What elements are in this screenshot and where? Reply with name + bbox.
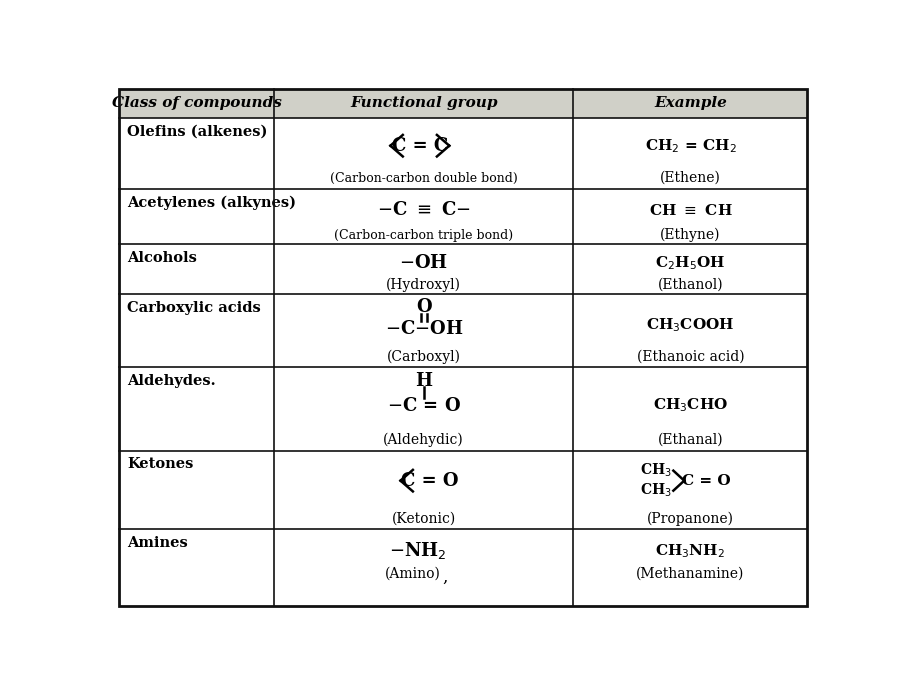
Text: C = O: C = O [681, 473, 730, 488]
Text: $-$NH$_2$: $-$NH$_2$ [388, 540, 446, 561]
Text: CH$_3$: CH$_3$ [639, 462, 671, 480]
Text: $-$C = O: $-$C = O [386, 397, 461, 415]
Text: H: H [414, 372, 432, 390]
Text: Carboxylic acids: Carboxylic acids [126, 301, 260, 315]
Text: CH$_3$NH$_2$: CH$_3$NH$_2$ [655, 542, 725, 559]
Text: C = C: C = C [391, 137, 448, 155]
Text: Class of compounds: Class of compounds [112, 96, 281, 110]
Text: $-$C $\equiv$ C$-$: $-$C $\equiv$ C$-$ [377, 202, 470, 219]
Text: C = O: C = O [401, 472, 458, 490]
Text: CH$_3$COOH: CH$_3$COOH [646, 316, 734, 334]
Text: CH$_3$CHO: CH$_3$CHO [652, 396, 727, 414]
Text: (Propanone): (Propanone) [647, 511, 733, 526]
Text: Aldehydes.: Aldehydes. [126, 374, 215, 388]
Text: $-$OH: $-$OH [399, 254, 448, 272]
Text: Ketones: Ketones [126, 458, 193, 471]
Text: Alcohols: Alcohols [126, 251, 197, 265]
Text: C$_2$H$_5$OH: C$_2$H$_5$OH [655, 255, 725, 272]
Text: CH$_3$: CH$_3$ [639, 482, 671, 499]
Text: Example: Example [653, 96, 726, 110]
Text: Functional group: Functional group [349, 96, 497, 110]
Text: (Ethanoic acid): (Ethanoic acid) [636, 350, 743, 364]
Text: (Carboxyl): (Carboxyl) [386, 350, 461, 364]
Text: (Ketonic): (Ketonic) [391, 511, 455, 526]
Text: CH $\equiv$ CH: CH $\equiv$ CH [647, 203, 731, 218]
Text: O: O [415, 298, 431, 316]
Text: (Ethene): (Ethene) [659, 171, 720, 185]
Text: (Carbon-carbon triple bond): (Carbon-carbon triple bond) [334, 228, 513, 241]
Text: (Methanamine): (Methanamine) [636, 567, 744, 581]
Text: (Ethyne): (Ethyne) [659, 228, 720, 242]
Text: (Ethanol): (Ethanol) [656, 278, 722, 292]
Text: Olefins (alkenes): Olefins (alkenes) [126, 125, 267, 139]
Text: (Carbon-carbon double bond): (Carbon-carbon double bond) [330, 171, 517, 184]
Text: Acetylenes (alkynes): Acetylenes (alkynes) [126, 195, 295, 210]
Text: (Amino): (Amino) [385, 567, 441, 581]
Text: CH$_2$ = CH$_2$: CH$_2$ = CH$_2$ [644, 137, 735, 155]
Text: $-$C$-$OH: $-$C$-$OH [384, 320, 462, 338]
Text: Amines: Amines [126, 536, 188, 550]
Text: ,: , [442, 568, 448, 585]
Text: (Ethanal): (Ethanal) [656, 433, 722, 447]
Text: (Hydroxyl): (Hydroxyl) [386, 278, 461, 292]
Bar [119, 89, 806, 118]
Text: (Aldehydic): (Aldehydic) [383, 433, 463, 447]
